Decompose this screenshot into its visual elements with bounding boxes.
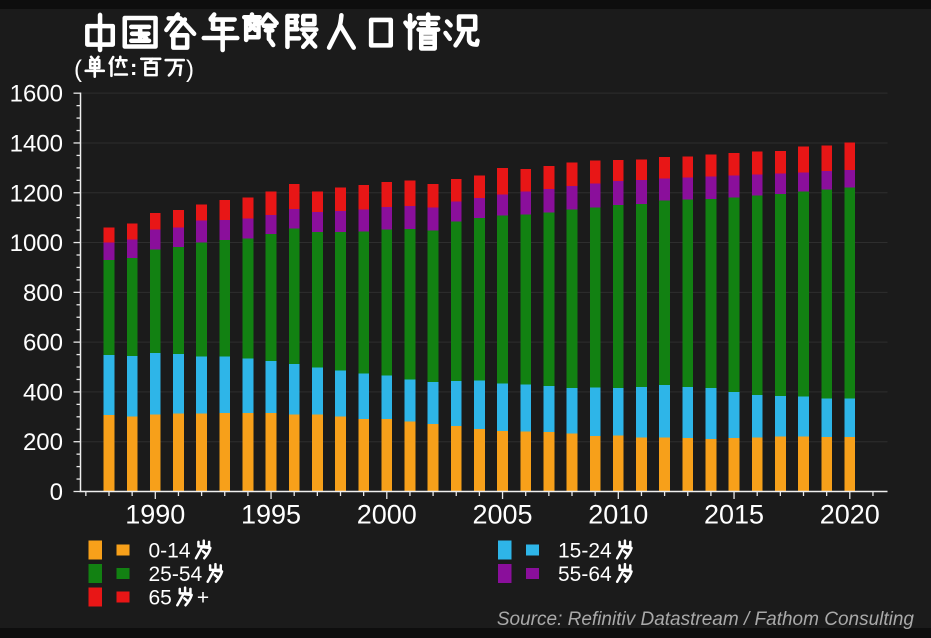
- svg-text:0: 0: [50, 479, 63, 506]
- svg-text:800: 800: [23, 280, 63, 307]
- svg-text:25-54: 25-54: [149, 563, 203, 586]
- svg-text:1990: 1990: [125, 500, 185, 530]
- svg-text:): ): [186, 56, 194, 83]
- svg-text:65: 65: [149, 587, 172, 610]
- svg-text:1000: 1000: [10, 230, 63, 257]
- svg-text:2005: 2005: [473, 500, 533, 530]
- svg-text:200: 200: [23, 429, 63, 456]
- svg-text:0-14: 0-14: [149, 540, 191, 563]
- svg-text:600: 600: [23, 330, 63, 357]
- svg-text:15-24: 15-24: [558, 540, 612, 563]
- svg-text:1400: 1400: [10, 130, 63, 157]
- svg-text:400: 400: [23, 379, 63, 406]
- svg-text:2000: 2000: [357, 500, 417, 530]
- svg-text:Source: Refinitiv Datastream /: Source: Refinitiv Datastream / Fathom Co…: [497, 609, 915, 630]
- svg-text:1200: 1200: [10, 180, 63, 207]
- svg-text:2020: 2020: [820, 500, 880, 530]
- svg-text:2010: 2010: [588, 500, 648, 530]
- svg-text:(: (: [74, 56, 82, 83]
- svg-text:+: +: [197, 587, 209, 610]
- svg-text::: :: [130, 55, 137, 80]
- svg-text:1995: 1995: [241, 500, 301, 530]
- svg-text:1600: 1600: [10, 81, 63, 108]
- svg-text:2015: 2015: [704, 500, 764, 530]
- svg-text:55-64: 55-64: [558, 563, 612, 586]
